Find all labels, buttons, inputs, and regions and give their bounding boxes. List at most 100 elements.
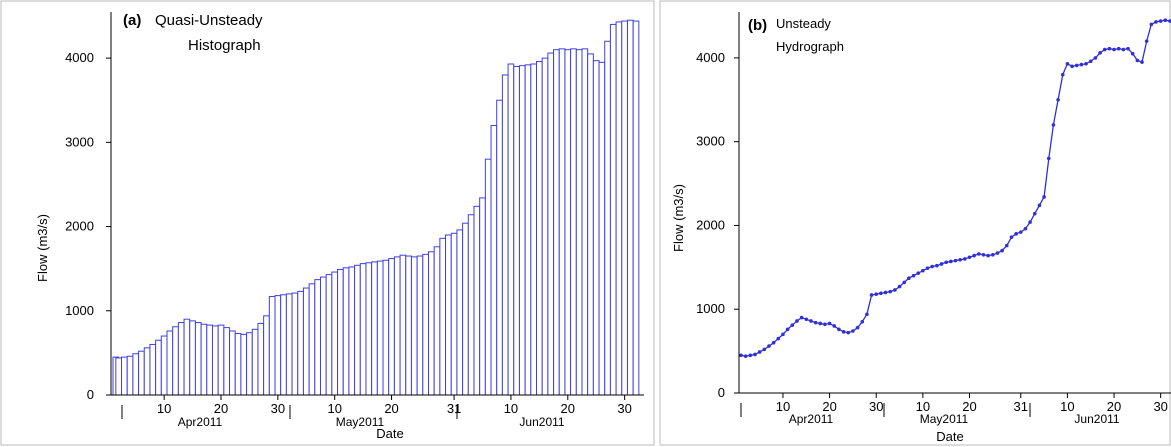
hydrograph-point	[865, 312, 869, 317]
histogram-bar	[382, 259, 390, 396]
panel-a-y-axis-title: Flow (m3/s)	[35, 214, 50, 282]
hydrograph-point	[869, 293, 874, 297]
hydrograph-point	[874, 292, 879, 296]
hydrograph-point	[785, 327, 790, 332]
hydrograph-point	[1126, 46, 1130, 51]
hydrograph-point	[846, 330, 851, 335]
histogram-bar	[217, 324, 225, 396]
panel-a-bars	[112, 19, 640, 396]
histogram-bar	[405, 255, 412, 396]
x-tick-label: 10	[157, 401, 171, 416]
hydrograph-point	[748, 353, 753, 358]
histogram-bar	[581, 48, 589, 396]
hydrograph-point	[767, 344, 771, 348]
panel-a-x-axis-title: Date	[376, 426, 403, 441]
histogram-bar	[422, 253, 430, 396]
histogram-bar	[126, 355, 134, 396]
hydrograph-point	[916, 271, 920, 275]
histogram-bar	[280, 294, 287, 396]
histogram-bar	[558, 48, 566, 396]
hydrograph-point	[795, 319, 799, 323]
histogram-bar	[166, 330, 174, 396]
hydrograph-point	[1023, 226, 1028, 231]
histogram-bar	[337, 269, 344, 396]
histogram-bar	[513, 66, 520, 396]
hydrograph-point	[1074, 63, 1079, 68]
x-tick-label: 20	[822, 399, 836, 414]
histogram-bar	[240, 333, 248, 396]
hydrograph-line	[740, 19, 1171, 357]
histogram-bar	[626, 19, 634, 396]
histogram-bar	[524, 64, 532, 396]
hydrograph-point	[953, 258, 958, 263]
x-tick-label: 10	[327, 401, 341, 416]
x-tick-label: 30	[869, 399, 883, 414]
hydrograph-point	[1079, 62, 1084, 67]
histogram-bar	[467, 214, 475, 396]
histogram-bar	[314, 279, 321, 396]
y-tick-label: 4000	[65, 50, 94, 65]
panel-b-frame	[659, 0, 1171, 446]
hydrograph-point	[1093, 56, 1098, 60]
hydrograph-point	[981, 252, 986, 257]
histogram-bar	[331, 271, 339, 396]
histogram-bar	[530, 63, 538, 396]
hydrograph-point	[888, 289, 893, 294]
hydrograph-point	[827, 321, 832, 326]
hydrograph-point	[1004, 243, 1009, 248]
histogram-bar	[149, 343, 157, 396]
histogram-bar	[621, 20, 628, 396]
histogram-bar	[592, 60, 600, 396]
histogram-bar	[229, 330, 236, 396]
x-tick-label: 30	[617, 401, 631, 416]
hydrograph-point	[991, 252, 995, 257]
hydrograph-point	[832, 324, 837, 328]
hydrograph-point	[1154, 20, 1158, 24]
histogram-bar	[501, 74, 509, 396]
y-tick-label: 1000	[696, 301, 725, 316]
panel-a-title-line2: Histograph	[188, 37, 261, 54]
hydrograph-point	[963, 257, 967, 261]
hydrograph-point	[1042, 195, 1046, 199]
hydrograph-point	[925, 266, 930, 270]
histogram-bar	[354, 264, 361, 396]
histogram-bar	[445, 234, 452, 396]
histogram-bar	[200, 323, 208, 396]
y-tick-label: 2000	[65, 219, 94, 234]
histogram-bar	[598, 61, 606, 396]
hydrograph-point	[1051, 123, 1056, 127]
x-tick-label: 31	[1014, 399, 1028, 414]
month-label: Jun2011	[519, 415, 564, 429]
histogram-bar	[342, 267, 350, 396]
histogram-bar	[194, 322, 202, 396]
hydrograph-point	[851, 329, 855, 333]
hydrograph-point	[799, 315, 804, 320]
histogram-bar	[547, 52, 555, 396]
hydrograph-point	[1102, 47, 1107, 52]
hydrograph-point	[897, 284, 902, 289]
histogram-bar	[183, 318, 191, 396]
histogram-bar	[223, 327, 231, 396]
hydrograph-point	[837, 327, 841, 332]
histogram-bar	[490, 124, 498, 396]
hydrograph-point	[776, 336, 781, 341]
month-label: Apr2011	[178, 415, 223, 429]
month-label: May2011	[920, 412, 969, 426]
hydrograph-point	[1009, 235, 1014, 239]
histogram-bar	[359, 263, 367, 396]
panel-a-title-line1: Quasi-Unsteady	[155, 12, 263, 29]
hydrograph-point	[753, 352, 757, 357]
y-tick-label: 1000	[65, 303, 94, 318]
hydrograph-point	[841, 330, 846, 334]
histogram-bar	[138, 350, 145, 396]
histogram-bar	[388, 258, 395, 396]
hydrograph-point	[939, 262, 944, 266]
histogram-bar	[496, 99, 503, 396]
histogram-bar	[433, 246, 441, 396]
panel-b-y-axis-title: Flow (m3/s)	[671, 184, 686, 252]
panel-a-axes: 0 1000 2000 3000 4000 10 20 30 10 20 31 10 20 30 Apr20…	[65, 12, 644, 429]
hydrograph-point	[958, 257, 962, 262]
hydrograph-point	[995, 251, 1000, 255]
hydrograph-point	[1140, 60, 1144, 64]
